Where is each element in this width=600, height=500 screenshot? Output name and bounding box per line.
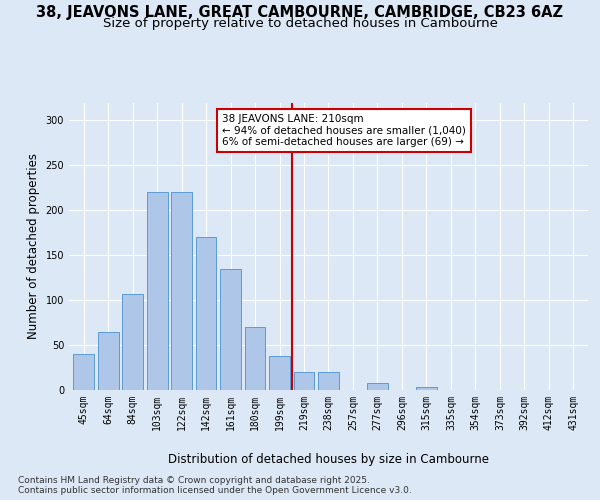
Text: Size of property relative to detached houses in Cambourne: Size of property relative to detached ho…	[103, 18, 497, 30]
Text: 38, JEAVONS LANE, GREAT CAMBOURNE, CAMBRIDGE, CB23 6AZ: 38, JEAVONS LANE, GREAT CAMBOURNE, CAMBR…	[37, 5, 563, 20]
Bar	[269, 356, 290, 390]
Bar	[318, 372, 339, 390]
Bar	[147, 192, 167, 390]
Text: Contains HM Land Registry data © Crown copyright and database right 2025.
Contai: Contains HM Land Registry data © Crown c…	[18, 476, 412, 495]
Text: Distribution of detached houses by size in Cambourne: Distribution of detached houses by size …	[168, 452, 490, 466]
Bar	[98, 332, 119, 390]
Y-axis label: Number of detached properties: Number of detached properties	[27, 153, 40, 340]
Bar	[73, 354, 94, 390]
Bar	[416, 388, 437, 390]
Bar	[196, 238, 217, 390]
Bar	[367, 383, 388, 390]
Bar	[122, 294, 143, 390]
Bar	[293, 372, 314, 390]
Bar	[245, 327, 265, 390]
Bar	[171, 192, 192, 390]
Bar	[220, 268, 241, 390]
Text: 38 JEAVONS LANE: 210sqm
← 94% of detached houses are smaller (1,040)
6% of semi-: 38 JEAVONS LANE: 210sqm ← 94% of detache…	[222, 114, 466, 147]
